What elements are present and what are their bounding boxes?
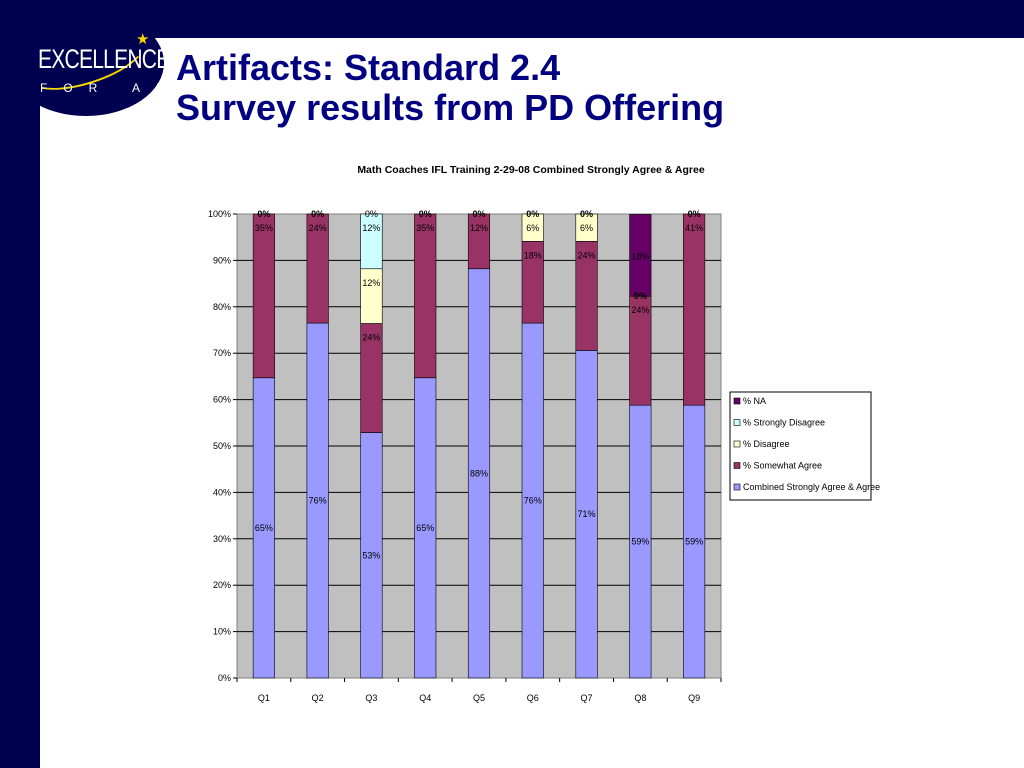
y-tick-label: 80% — [213, 302, 231, 312]
logo-text: EXCELLENCE — [38, 44, 170, 74]
data-label: 35% — [416, 223, 434, 233]
bar-segment — [306, 213, 329, 324]
data-label: 41% — [685, 223, 703, 233]
data-label: 76% — [524, 496, 542, 506]
slide-title: Artifacts: Standard 2.4 Survey results f… — [176, 48, 724, 128]
legend-label: % Somewhat Agree — [743, 461, 822, 471]
y-tick-label: 30% — [213, 534, 231, 544]
data-label: 24% — [631, 305, 649, 315]
data-label: 53% — [362, 550, 380, 560]
bar-segment — [683, 213, 706, 406]
legend-label: Combined Strongly Agree & Agree — [743, 482, 880, 492]
y-tick-label: 0% — [218, 673, 231, 683]
slide-title-line2: Survey results from PD Offering — [176, 87, 725, 128]
star-icon: ★ — [136, 31, 150, 48]
bar-segment — [252, 213, 275, 379]
x-tick-label: Q9 — [688, 693, 700, 703]
logo — [8, 10, 164, 116]
x-tick-label: Q1 — [258, 693, 270, 703]
data-label: 6% — [580, 223, 593, 233]
y-tick-label: 70% — [213, 348, 231, 358]
data-label: 24% — [578, 250, 596, 260]
left-bar — [0, 0, 40, 768]
legend-swatch — [733, 440, 741, 448]
legend-swatch — [733, 483, 741, 491]
data-label: 65% — [416, 523, 434, 533]
data-label: 24% — [362, 333, 380, 343]
data-label: 0% — [365, 209, 378, 219]
legend-label: % Strongly Disagree — [743, 418, 825, 428]
x-tick-label: Q7 — [581, 693, 593, 703]
bar-segment — [360, 213, 383, 270]
bar-segment — [414, 213, 437, 379]
y-tick-label: 50% — [213, 441, 231, 451]
data-label: 88% — [470, 468, 488, 478]
logo-subtext: FOR ALL — [40, 81, 202, 95]
data-label: 0% — [311, 209, 324, 219]
y-tick-label: 60% — [213, 395, 231, 405]
y-tick-label: 10% — [213, 627, 231, 637]
data-label: 0% — [526, 209, 539, 219]
bar-segment — [521, 213, 544, 242]
data-label: 0% — [634, 291, 647, 301]
bar-segment — [467, 213, 491, 270]
data-label: 18% — [524, 250, 542, 260]
data-label: 12% — [470, 223, 488, 233]
data-label: 71% — [578, 509, 596, 519]
data-label: 0% — [580, 209, 593, 219]
y-tick-label: 40% — [213, 487, 231, 497]
top-bar — [0, 0, 1024, 38]
legend-label: % NA — [743, 396, 766, 406]
legend-swatch — [733, 462, 741, 469]
data-label: 59% — [631, 537, 649, 547]
data-label: 12% — [362, 278, 380, 288]
x-tick-label: Q8 — [634, 693, 646, 703]
slide-title-line1: Artifacts: Standard 2.4 — [176, 47, 561, 88]
data-label: 0% — [419, 209, 432, 219]
data-label: 35% — [255, 223, 273, 233]
x-tick-label: Q3 — [365, 693, 377, 703]
bar-segment — [575, 213, 598, 242]
x-tick-label: Q6 — [527, 693, 539, 703]
x-tick-label: Q2 — [312, 693, 324, 703]
legend-swatch — [733, 419, 741, 426]
y-tick-label: 90% — [213, 255, 231, 265]
data-label: 65% — [255, 523, 273, 533]
y-tick-label: 20% — [213, 580, 231, 590]
data-label: 59% — [685, 537, 703, 547]
legend-label: % Disagree — [743, 439, 790, 449]
data-label: 12% — [362, 223, 380, 233]
data-label: 24% — [309, 223, 327, 233]
data-label: 18% — [631, 251, 649, 261]
legend-box — [729, 391, 872, 501]
data-label: 6% — [526, 223, 539, 233]
data-label: 0% — [688, 209, 701, 219]
legend-swatch — [733, 397, 741, 405]
chart-title: Math Coaches IFL Training 2-29-08 Combin… — [357, 164, 705, 176]
data-label: 0% — [257, 209, 270, 219]
bar-segment — [629, 214, 652, 297]
x-tick-label: Q4 — [419, 693, 431, 703]
data-label: 0% — [472, 209, 485, 219]
x-tick-label: Q5 — [473, 693, 485, 703]
data-label: 76% — [309, 496, 327, 506]
y-tick-label: 100% — [208, 209, 231, 219]
